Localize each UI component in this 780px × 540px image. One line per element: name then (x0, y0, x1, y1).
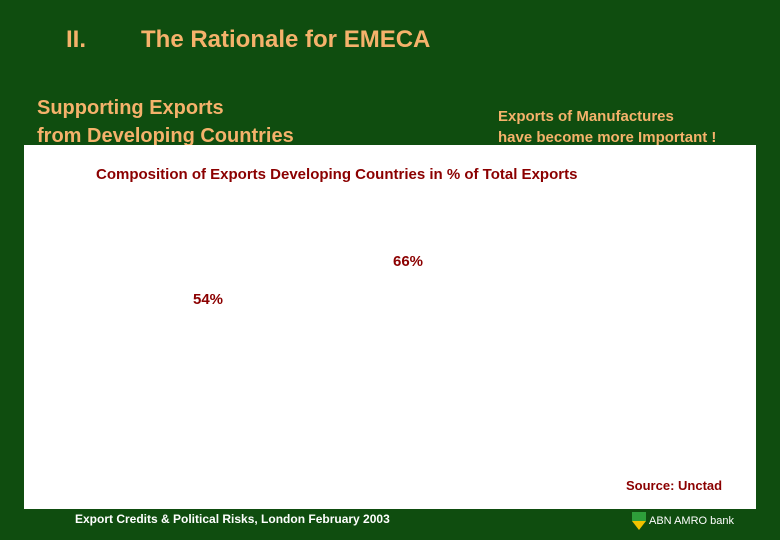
source-note: Source: Unctad (626, 478, 723, 493)
chart-panel: 54% 66% Composition of Exports Developing… (24, 145, 756, 509)
slide-title: II. The Rationale for EMECA (0, 26, 780, 56)
data-label: 66% (393, 253, 423, 270)
left-subtitle-line-2: from Developing Countries (37, 125, 294, 147)
right-subtitle-line-1: Exports of Manufactures (498, 108, 674, 125)
chart-canvas: 54% 66% (193, 253, 423, 308)
data-label: 54% (193, 291, 223, 308)
page-title: The Rationale for EMECA (141, 26, 431, 53)
left-subtitle-line-1: Supporting Exports (37, 97, 224, 119)
right-subtitle-line-2: have become more Important ! (498, 129, 717, 146)
left-subtitle: Supporting Exports from Developing Count… (37, 94, 294, 150)
shield-icon (632, 512, 646, 530)
footer-text: Export Credits & Political Risks, London… (75, 512, 390, 526)
bank-logo: ABN AMRO bank (632, 512, 734, 530)
chart-title: Composition of Exports Developing Countr… (96, 166, 578, 183)
right-subtitle: Exports of Manufactures have become more… (498, 106, 716, 148)
section-number: II. (66, 26, 87, 53)
bank-name: ABN AMRO bank (649, 515, 734, 527)
